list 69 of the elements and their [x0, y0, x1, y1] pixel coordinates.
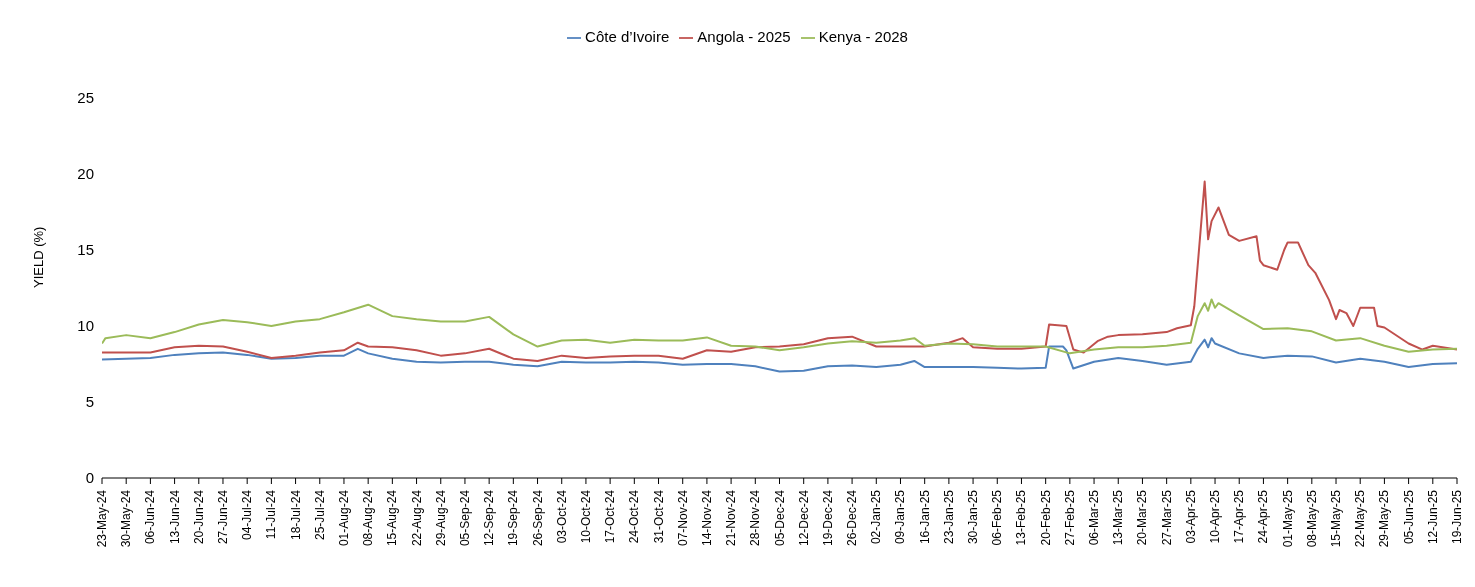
x-tick-label: 06-Jun-24	[143, 489, 158, 545]
y-tick-label: 0	[85, 469, 94, 487]
x-tick-label: 30-May-24	[119, 489, 134, 548]
x-tick-label: 11-Jul-24	[264, 489, 279, 540]
x-tick-label: 13-Feb-25	[1014, 489, 1029, 546]
x-tick-label: 01-May-25	[1280, 489, 1295, 548]
x-tick-label: 08-Aug-24	[361, 489, 376, 547]
x-tick-label: 23-Jan-25	[941, 489, 956, 545]
x-tick-label: 19-Dec-24	[820, 489, 835, 547]
y-tick-label: 15	[77, 241, 94, 259]
x-tick-label: 31-Oct-24	[651, 489, 666, 544]
x-tick-label: 03-Oct-24	[554, 489, 569, 544]
line-series	[102, 337, 1457, 373]
x-tick-label: 30-Jan-25	[966, 489, 981, 545]
x-tick-label: 18-Jul-24	[288, 489, 303, 541]
x-tick-label: 05-Jun-25	[1401, 489, 1416, 545]
x-tick-label: 09-Jan-25	[893, 489, 908, 545]
x-tick-label: 24-Apr-25	[1256, 489, 1271, 544]
x-tick-label: 29-May-25	[1377, 489, 1392, 548]
x-tick-label: 06-Mar-25	[1087, 489, 1102, 546]
x-tick-label: 10-Apr-25	[1208, 489, 1223, 544]
y-tick-label: 10	[77, 317, 94, 335]
y-tick-label: 5	[85, 393, 94, 411]
x-tick-label: 02-Jan-25	[869, 489, 884, 545]
x-tick-label: 22-Aug-24	[409, 489, 424, 547]
x-tick-label: 14-Nov-24	[699, 489, 714, 547]
x-tick-label: 08-May-25	[1304, 489, 1319, 548]
x-tick-label: 27-Feb-25	[1062, 489, 1077, 546]
x-tick-label: 06-Feb-25	[990, 489, 1005, 546]
x-tick-label: 29-Aug-24	[433, 489, 448, 547]
legend-label: Côte d’Ivoire	[585, 28, 670, 45]
x-tick-label: 28-Nov-24	[748, 489, 763, 547]
x-tick-label: 15-Aug-24	[385, 489, 400, 547]
x-tick-label: 16-Jan-25	[917, 489, 932, 545]
x-tick-label: 17-Apr-25	[1232, 489, 1247, 544]
x-tick-label: 23-May-24	[95, 489, 109, 548]
y-axis-title: YIELD (%)	[30, 226, 46, 288]
x-tick-label: 20-Mar-25	[1135, 489, 1150, 546]
x-tick-label: 03-Apr-25	[1183, 489, 1198, 544]
x-tick-label: 22-May-25	[1353, 489, 1368, 548]
x-tick-label: 13-Jun-24	[167, 489, 182, 545]
x-tick-label: 19-Sep-24	[506, 489, 521, 547]
x-tick-label: 12-Sep-24	[482, 489, 497, 547]
x-tick-label: 21-Nov-24	[724, 489, 739, 547]
x-tick-label: 19-Jun-25	[1450, 489, 1464, 545]
line-series	[102, 298, 1457, 355]
x-tick-label: 12-Jun-25	[1425, 489, 1440, 545]
x-tick-label: 26-Dec-24	[845, 489, 860, 547]
x-tick-label: 27-Mar-25	[1159, 489, 1174, 546]
x-tick-label: 05-Sep-24	[457, 489, 472, 547]
x-tick-label: 10-Oct-24	[578, 489, 593, 544]
x-tick-label: 15-May-25	[1329, 489, 1344, 548]
x-tick-label: 26-Sep-24	[530, 489, 545, 547]
legend-label: Angola - 2025	[697, 28, 791, 45]
x-tick-label: 04-Jul-24	[240, 489, 255, 541]
x-tick-label: 01-Aug-24	[336, 489, 351, 547]
legend-label: Kenya - 2028	[818, 28, 908, 45]
x-tick-label: 20-Feb-25	[1038, 489, 1053, 546]
x-tick-label: 07-Nov-24	[675, 489, 690, 547]
x-tick-label: 20-Jun-24	[191, 489, 206, 545]
x-tick-label: 17-Oct-24	[603, 489, 618, 544]
x-tick-label: 25-Jul-24	[312, 489, 327, 541]
y-tick-label: 25	[77, 89, 94, 107]
x-tick-label: 05-Dec-24	[772, 489, 787, 547]
x-tick-label: 13-Mar-25	[1111, 489, 1126, 546]
x-tick-label: 24-Oct-24	[627, 489, 642, 544]
y-tick-label: 20	[77, 165, 94, 183]
x-tick-label: 12-Dec-24	[796, 489, 811, 547]
x-tick-label: 27-Jun-24	[215, 489, 230, 545]
